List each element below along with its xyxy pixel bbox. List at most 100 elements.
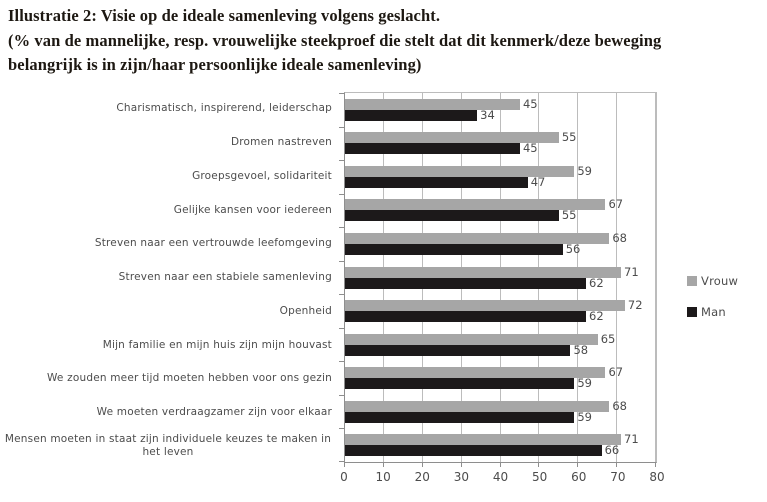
bar-group-4: 68 56	[345, 227, 656, 261]
bar-value-label: 67	[608, 365, 624, 380]
bar-value-label: 45	[522, 96, 538, 111]
bar-value-label: 65	[600, 331, 616, 346]
bar-group-10: 71 66	[345, 428, 656, 462]
y-axis-tick-4	[339, 227, 345, 229]
bar-value-label: 68	[612, 398, 627, 413]
bar-man	[345, 243, 563, 255]
y-axis-tick-5	[339, 260, 345, 262]
bar-rows: 45 34 55 45 59 47 67 55 68 56 71 62 72 62 65 58 67 59 68 59…	[345, 93, 656, 462]
x-axis-label-0: 0	[340, 470, 348, 484]
bar-vrouw	[345, 232, 610, 244]
category-axis-labels: Charismatisch, inspirerend, leiderschap D…	[4, 92, 338, 463]
category-row-7: Mijn familie en mijn huis zijn mijn houv…	[4, 328, 338, 362]
legend-swatch-icon	[687, 307, 697, 317]
bar-man	[345, 411, 575, 423]
bar-line-vrouw: 45	[345, 96, 656, 111]
bar-man	[345, 176, 528, 188]
bar-line-man: 34	[345, 109, 656, 121]
bar-line-vrouw: 68	[345, 230, 656, 245]
y-axis-tick-0	[339, 93, 345, 94]
bar-vrouw	[345, 434, 621, 446]
x-axis-label-40: 40	[492, 470, 509, 484]
bar-value-label: 72	[627, 298, 643, 313]
category-label: Charismatisch, inspirerend, leiderschap	[116, 102, 332, 115]
bar-value-label: 55	[561, 208, 577, 223]
x-axis-label-80: 80	[649, 470, 665, 484]
bar-line-vrouw: 67	[345, 197, 656, 212]
y-axis-tick-10	[339, 428, 345, 430]
chart-subtitle-line-2: belangrijk is in zijn/haar persoonlijke …	[8, 55, 422, 74]
bar-line-vrouw: 72	[345, 298, 656, 313]
bar-value-label: 71	[624, 264, 639, 279]
category-row-8: We zouden meer tijd moeten hebben voor o…	[4, 362, 338, 396]
plot-area: 45 34 55 45 59 47 67 55 68 56 71 62 72 62 65 58 67 59 68 59…	[339, 92, 657, 467]
category-label: Mijn familie en mijn huis zijn mijn houv…	[102, 338, 332, 351]
category-row-3: Gelijke kansen voor iedereen	[4, 193, 338, 227]
x-axis-labels: 0 10 20 30 40 50 60 70 80	[340, 470, 664, 486]
bar-vrouw	[345, 199, 606, 211]
bar-line-man: 58	[345, 342, 656, 357]
bar-line-man: 55	[345, 208, 656, 223]
x-axis-label-50: 50	[531, 470, 548, 484]
bar-vrouw	[345, 98, 520, 110]
bar-vrouw	[345, 165, 575, 177]
bar-value-label: 59	[577, 376, 592, 391]
category-label: Groepsgevoel, solidariteit	[192, 169, 332, 182]
category-label: We zouden meer tijd moeten hebben voor o…	[46, 372, 332, 385]
x-axis-label-10: 10	[375, 470, 391, 484]
category-row-2: Groepsgevoel, solidariteit	[4, 159, 338, 193]
bar-vrouw	[345, 300, 625, 312]
bar-vrouw	[345, 132, 559, 144]
bar-group-2: 59 47	[345, 160, 656, 194]
x-axis-tick-70	[616, 462, 618, 467]
bar-value-label: 66	[604, 443, 620, 458]
bar-group-5: 71 62	[345, 261, 656, 295]
y-axis-tick-7	[339, 327, 345, 329]
bar-line-man: 56	[345, 241, 656, 256]
category-row-5: Streven naar een stabiele samenleving	[4, 261, 338, 295]
bar-line-man: 59	[345, 411, 656, 423]
category-row-4: Streven naar een vertrouwde leefomgeving	[4, 227, 338, 261]
legend: Vrouw Man	[687, 274, 738, 336]
x-axis-tick-10	[382, 462, 384, 467]
bar-value-label: 68	[612, 230, 627, 245]
bar-value-label: 56	[565, 241, 581, 256]
bar-value-label: 47	[530, 174, 546, 189]
bar-line-man: 47	[345, 174, 656, 189]
bar-line-vrouw: 59	[345, 165, 656, 177]
category-label: Gelijke kansen voor iedereen	[173, 203, 332, 216]
bar-group-8: 67 59	[345, 361, 656, 395]
bar-line-man: 62	[345, 277, 656, 289]
bar-line-man: 62	[345, 309, 656, 324]
bar-line-vrouw: 68	[345, 398, 656, 413]
bar-value-label: 62	[589, 309, 604, 324]
bar-vrouw	[345, 367, 606, 379]
bar-value-label: 67	[608, 197, 624, 212]
chart-title-block: Illustratie 2: Visie op de ideale samenl…	[8, 4, 760, 78]
bar-man	[345, 378, 575, 390]
bar-group-1: 55 45	[345, 127, 656, 161]
x-axis-label-20: 20	[414, 470, 430, 484]
category-label: Streven naar een vertrouwde leefomgeving	[94, 237, 332, 250]
category-row-6: Openheid	[4, 294, 338, 328]
bar-line-vrouw: 55	[345, 130, 656, 145]
bar-value-label: 55	[561, 130, 577, 145]
y-axis-tick-9	[339, 394, 345, 396]
bar-line-man: 66	[345, 443, 656, 458]
bar-group-7: 65 58	[345, 328, 656, 362]
category-label: Streven naar een stabiele samenleving	[118, 271, 332, 284]
bar-line-vrouw: 71	[345, 264, 656, 279]
bar-value-label: 71	[624, 432, 639, 447]
y-axis-tick-8	[339, 361, 345, 363]
bar-man	[345, 445, 602, 457]
bar-group-3: 67 55	[345, 194, 656, 228]
bar-line-man: 45	[345, 143, 656, 155]
category-label: Dromen nastreven	[230, 136, 332, 149]
bar-group-0: 45 34	[345, 93, 656, 127]
x-axis-tick-60	[577, 462, 579, 467]
category-label: Openheid	[279, 304, 332, 317]
bar-value-label: 58	[573, 342, 589, 357]
x-axis-label-30: 30	[453, 470, 470, 484]
gridline-80	[655, 93, 656, 462]
chart-subtitle-line-1: (% van de mannelijke, resp. vrouwelijke …	[8, 30, 662, 50]
